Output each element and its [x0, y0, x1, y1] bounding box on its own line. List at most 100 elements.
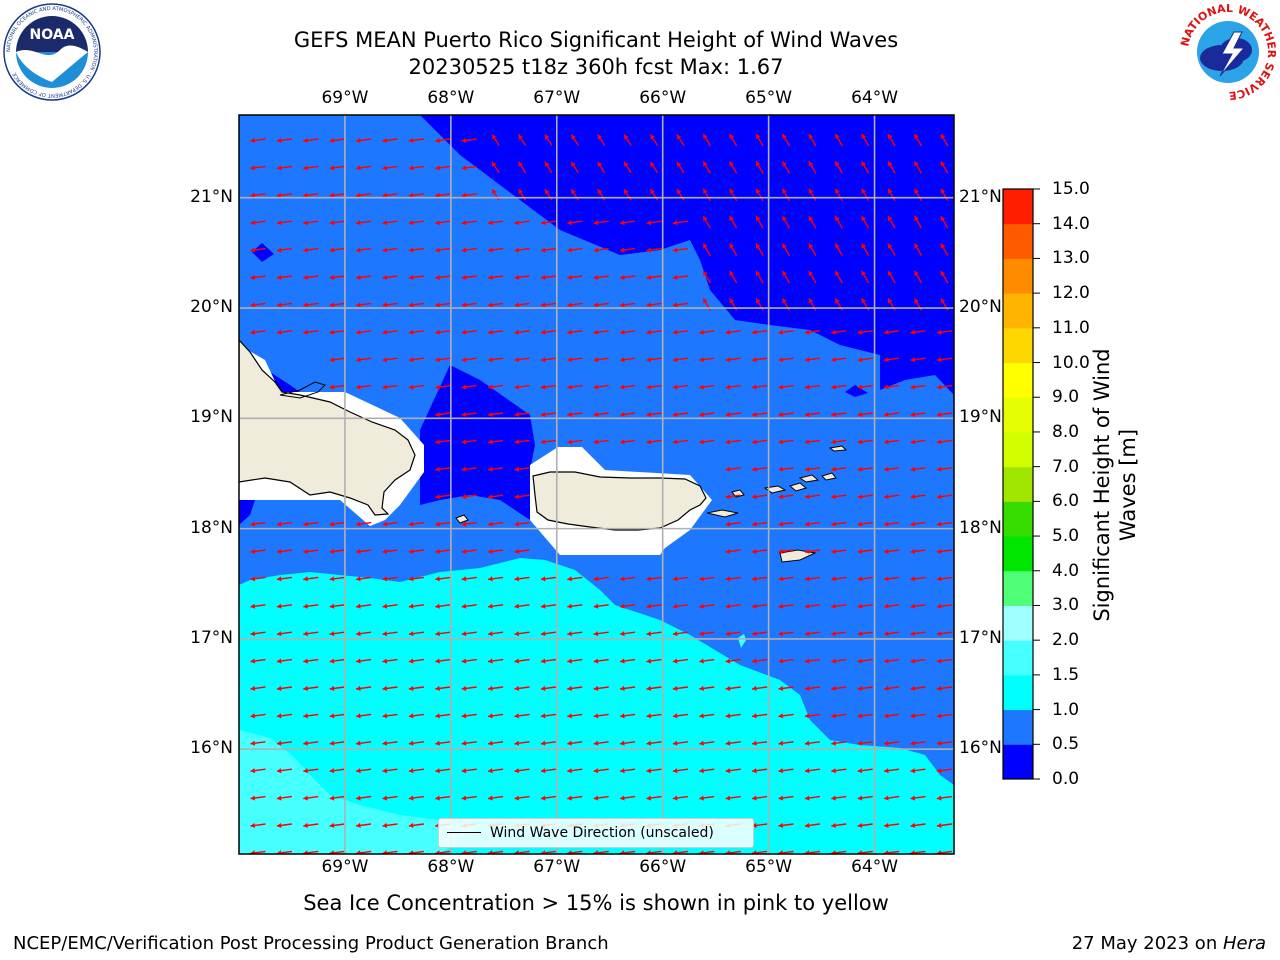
wave-arrowhead: [699, 740, 704, 746]
wave-arrowhead: [276, 192, 282, 198]
wave-arrowhead: [435, 685, 440, 691]
wave-arrowhead: [888, 188, 893, 194]
wave-arrowhead: [488, 713, 493, 719]
lon-label-bottom: 65°W: [745, 857, 793, 877]
wave-arrowhead: [756, 216, 761, 222]
lon-label-top: 66°W: [639, 88, 687, 108]
wave-arrowhead: [752, 439, 757, 445]
wave-arrowhead: [729, 298, 735, 304]
wave-arrowhead: [329, 658, 335, 664]
wave-arrowhead: [540, 713, 546, 719]
wave-arrowhead: [514, 247, 520, 253]
wave-arrowhead: [936, 357, 942, 363]
sea-field-0.5-sw: [239, 500, 255, 525]
wave-arrowhead: [540, 411, 546, 417]
lon-label-top: 69°W: [321, 88, 369, 108]
footer-date-text: 27 May 2023 on: [1071, 933, 1223, 954]
wave-arrowhead: [646, 658, 652, 664]
lat-label-right: 21°N: [959, 186, 1002, 207]
wave-arrowhead: [408, 137, 414, 143]
wave-arrowhead: [646, 329, 652, 335]
wave-arrowhead: [831, 740, 836, 746]
wave-arrowhead: [699, 685, 704, 691]
lat-label-left: 17°N: [190, 627, 233, 648]
wave-arrowhead: [593, 329, 599, 335]
wave-arrowhead: [831, 768, 836, 774]
wave-arrowhead: [597, 134, 603, 140]
wave-arrowhead: [646, 685, 652, 691]
lat-label-right: 17°N: [959, 627, 1002, 648]
wave-arrowhead: [461, 740, 467, 746]
wave-arrowhead: [725, 329, 731, 335]
wave-arrowhead: [329, 850, 335, 854]
wave-arrowhead: [778, 548, 784, 554]
wave-arrowhead: [435, 631, 440, 637]
lat-label-left: 20°N: [190, 297, 233, 318]
wave-arrowhead: [461, 247, 467, 253]
wave-arrowhead: [435, 192, 440, 198]
wave-arrowhead: [514, 603, 520, 609]
chart-subtitle: 20230525 t18z 360h fcst Max: 1.67: [408, 55, 784, 79]
tortola-island: [798, 474, 820, 483]
wave-arrowhead: [329, 740, 335, 746]
wave-arrowhead: [672, 302, 678, 308]
wave-arrowhead: [540, 795, 546, 801]
wave-arrowhead: [804, 603, 810, 609]
lon-label-bottom: 67°W: [533, 857, 581, 877]
colorbar-tick-label: 11.0: [1052, 317, 1090, 338]
wave-arrowhead: [729, 134, 735, 139]
wave-arrowhead: [650, 161, 655, 167]
wave-arrowhead: [250, 576, 256, 582]
wave-arrowhead: [699, 658, 704, 664]
wave-arrowhead: [276, 274, 282, 280]
wave-arrowhead: [831, 576, 836, 582]
wave-arrowhead: [778, 494, 784, 500]
wave-arrowhead: [624, 161, 629, 167]
wave-arrowhead: [752, 357, 757, 363]
wave-arrowhead: [884, 822, 889, 828]
wave-arrowhead: [752, 685, 757, 691]
st-thomas-island: [763, 485, 787, 494]
wave-arrowhead: [831, 411, 836, 417]
wave-arrowhead: [804, 494, 810, 500]
wave-arrowhead: [940, 134, 946, 139]
wave-arrowhead: [514, 713, 520, 719]
wave-arrowhead: [593, 576, 599, 582]
wave-arrowhead: [940, 298, 946, 304]
wave-arrowhead: [756, 161, 761, 167]
wave-arrowhead: [936, 631, 942, 637]
wave-arrowhead: [540, 685, 546, 691]
wave-arrowhead: [408, 357, 414, 363]
colorbar-swatch: [1003, 744, 1033, 780]
wave-arrowhead: [540, 439, 546, 445]
wave-arrowhead: [725, 357, 731, 363]
colorbar-swatch: [1003, 605, 1033, 641]
wave-arrowhead: [408, 548, 414, 554]
wave-arrowhead: [544, 161, 550, 167]
wave-arrowhead: [408, 795, 414, 801]
wave-arrowhead: [804, 357, 810, 363]
wave-arrowhead: [835, 134, 840, 139]
wave-arrowhead: [857, 685, 863, 691]
colorbar-swatch: [1003, 397, 1033, 433]
wave-arrowhead: [884, 685, 889, 691]
wave-arrowhead: [752, 521, 757, 527]
wave-arrowhead: [725, 384, 731, 390]
wave-arrowhead: [808, 161, 814, 167]
wave-arrowhead: [540, 274, 546, 280]
wave-arrowhead: [540, 247, 546, 253]
wind-wave-direction-arrows: [250, 133, 952, 854]
wave-arrowhead: [567, 631, 572, 637]
wave-arrowhead: [435, 713, 440, 719]
wave-arrowhead: [250, 137, 256, 143]
wave-arrowhead: [884, 384, 889, 390]
wave-arrowhead: [914, 243, 919, 249]
wave-arrowhead: [936, 411, 942, 417]
wave-arrowhead: [703, 216, 708, 222]
wave-arrowhead: [804, 850, 810, 854]
wave-arrowhead: [435, 220, 440, 226]
wave-arrowhead: [571, 189, 576, 195]
hispaniola-north-coast: [279, 381, 326, 399]
wave-arrowhead: [910, 329, 916, 335]
